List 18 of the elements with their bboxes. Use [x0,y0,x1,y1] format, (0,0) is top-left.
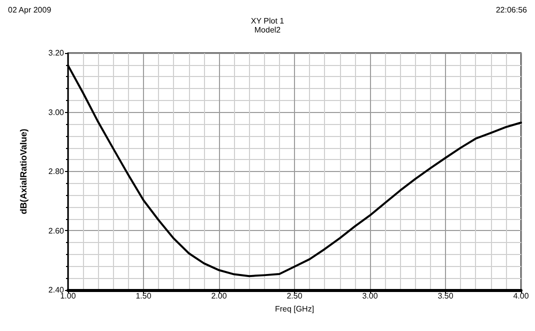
x-tick-label: 1.50 [136,292,152,300]
x-tick-label: 4.00 [513,292,530,300]
y-tick-label: 3.00 [48,108,65,117]
y-tick-label: 3.20 [48,48,65,58]
x-tick-label: 2.50 [286,292,303,300]
x-tick-label: 3.50 [438,292,454,300]
x-tick-label: 3.00 [362,292,378,300]
y-tick-label: 2.80 [48,167,65,176]
chart-subtitle: Model2 [254,26,282,34]
y-tick-label: 2.60 [48,226,65,236]
y-tick-label: 2.40 [48,286,65,294]
x-tick-label: 2.00 [211,292,228,300]
x-tick-label: 1.00 [60,292,76,300]
text: 02 Apr 2009 [8,6,52,14]
x-axis-title: Freq [GHz] [274,304,314,314]
chart-title: XY Plot 1 [250,16,285,26]
y-axis-title: dB(AxialRatioValue) [18,128,28,214]
text: 22:06:56 [496,6,528,14]
